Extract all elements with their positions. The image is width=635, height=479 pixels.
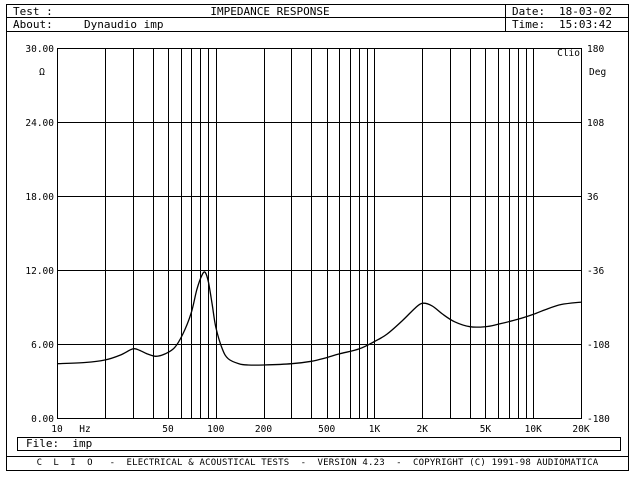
plot-border [57,48,582,419]
date-value: 18-03-02 [559,5,612,18]
y-tick-label: 18.00 [25,192,54,203]
y2-tick-label: -36 [587,266,604,277]
about-label: About: [13,18,53,31]
time-value: 15:03:42 [559,18,612,31]
x-tick-label: 500 [318,424,335,435]
y-tick-label: 24.00 [25,118,54,129]
x-tick-label: 2K [417,424,429,435]
file-name: imp [72,437,93,450]
test-title: IMPEDANCE RESPONSE [210,5,330,18]
y2-tick-label: 108 [587,118,604,129]
date-label: Date: [512,5,546,18]
corner-label: Clio [557,48,580,59]
x-tick-label: 50 [162,424,174,435]
y-tick-label: 6.00 [31,340,54,351]
about-value: Dynaudio imp [84,18,164,31]
header-date-separator [505,4,506,32]
header-divider [6,17,629,18]
file-box: File: imp [17,437,621,451]
window-frame [6,4,629,471]
y-tick-label: 12.00 [25,266,54,277]
x-tick-label: 200 [255,424,272,435]
test-label: Test : [13,5,53,18]
file-label: File: [26,437,60,450]
x-unit-label: Hz [79,424,90,435]
y2-tick-label: 180 [587,44,604,55]
right-unit-label: Deg [589,67,606,78]
y-tick-label: 30.00 [25,44,54,55]
x-tick-label: 10K [525,424,542,435]
y-tick-label: 0.00 [31,414,54,425]
time-label: Time: [512,18,546,31]
impedance-curve [56,271,582,366]
x-tick-label: 5K [480,424,492,435]
x-tick-label: 10 [51,424,63,435]
x-tick-label: 20K [572,424,589,435]
header-bottom-border [6,31,629,32]
x-tick-label: 1K [369,424,381,435]
footer-copyright: C L I O - ELECTRICAL & ACOUSTICAL TESTS … [36,458,599,468]
y2-tick-label: -108 [587,340,610,351]
x-tick-label: 100 [207,424,224,435]
footer-divider [6,456,629,457]
y2-tick-label: 36 [587,192,599,203]
y2-tick-label: -180 [587,414,610,425]
left-unit-label: Ω [39,67,45,78]
